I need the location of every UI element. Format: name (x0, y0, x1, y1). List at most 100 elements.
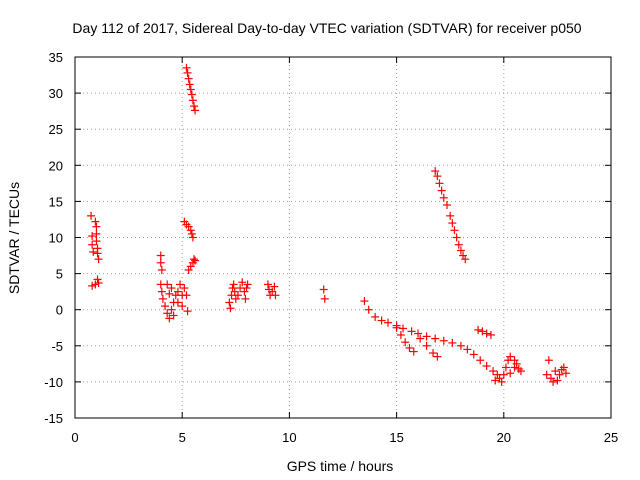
data-point (478, 327, 487, 336)
data-point (319, 285, 328, 294)
data-point (185, 80, 194, 89)
data-point (407, 327, 416, 336)
x-axis-label: GPS time / hours (287, 458, 394, 474)
data-point (401, 338, 410, 347)
data-point (169, 311, 178, 320)
plot-frame (74, 56, 612, 419)
data-point (225, 298, 234, 307)
data-point (553, 376, 562, 385)
data-point (226, 304, 235, 313)
data-point (542, 370, 551, 379)
data-point (163, 280, 172, 289)
data-point (559, 363, 568, 372)
data-point (510, 363, 519, 372)
data-point (469, 350, 478, 359)
data-point (516, 367, 525, 376)
data-point (555, 370, 564, 379)
data-point (189, 255, 198, 264)
data-point (189, 102, 198, 111)
x-tick-label: 0 (71, 430, 78, 445)
data-point (448, 338, 457, 347)
data-point (431, 167, 440, 176)
data-point (92, 222, 101, 231)
grid (75, 57, 611, 418)
data-point (241, 294, 250, 303)
data-point (452, 233, 461, 242)
tick-labels: 0 5 10 15 20 25 -15 -10 -5 0 5 10 15 20 25 30 35 (44, 50, 618, 445)
data-point (270, 282, 279, 291)
data-point (167, 305, 176, 314)
data-point (399, 324, 408, 333)
data-point (165, 289, 174, 298)
data-point (91, 217, 100, 226)
data-point (243, 280, 252, 289)
y-tick-label: -10 (44, 375, 63, 390)
data-point (384, 318, 393, 327)
data-point (161, 302, 170, 311)
data-point (501, 363, 510, 372)
data-point (94, 278, 103, 287)
data-point (435, 179, 444, 188)
data-point (183, 307, 192, 316)
x-tick-label: 5 (179, 430, 186, 445)
x-tick-label: 25 (604, 430, 618, 445)
data-point (93, 249, 102, 258)
data-point (92, 237, 101, 246)
data-point (431, 334, 440, 343)
data-point (157, 265, 166, 274)
chart-title: Day 112 of 2017, Sidereal Day-to-day VTE… (72, 20, 581, 36)
data-point (486, 330, 495, 339)
x-tick-label: 15 (389, 430, 403, 445)
data-point (88, 240, 97, 249)
data-point (422, 332, 431, 341)
y-tick-label: 35 (49, 50, 63, 65)
data-point (405, 343, 414, 352)
data-point (158, 294, 167, 303)
y-tick-label: -15 (44, 411, 63, 426)
y-tick-label: 30 (49, 86, 63, 101)
data-point (544, 356, 553, 365)
data-point (439, 193, 448, 202)
x-tick-label: 10 (282, 430, 296, 445)
data-point (165, 314, 174, 323)
data-point (173, 298, 182, 307)
data-point (549, 377, 558, 386)
data-point (506, 352, 515, 361)
y-tick-label: -5 (51, 339, 63, 354)
data-point (238, 278, 247, 287)
y-tick-label: 20 (49, 158, 63, 173)
y-tick-label: 5 (56, 267, 63, 282)
data-point (497, 377, 506, 386)
data-point (456, 246, 465, 255)
data-point (167, 284, 176, 293)
data-point (377, 316, 386, 325)
data-point (229, 280, 238, 289)
data-point (88, 232, 97, 241)
data-point (191, 106, 200, 115)
data-point (422, 341, 431, 350)
data-points (87, 63, 570, 386)
data-point (371, 312, 380, 321)
data-point (156, 258, 165, 267)
data-point (396, 330, 405, 339)
data-point (476, 356, 485, 365)
data-point (360, 297, 369, 306)
y-tick-label: 25 (49, 122, 63, 137)
data-point (433, 352, 442, 361)
data-point (442, 201, 451, 210)
data-point (157, 287, 166, 296)
data-point (482, 329, 491, 338)
data-point (429, 349, 438, 358)
data-point (242, 284, 251, 293)
data-point (163, 309, 172, 318)
data-point (191, 256, 200, 265)
data-point (320, 294, 329, 303)
y-tick-label: 0 (56, 303, 63, 318)
data-point (93, 275, 102, 284)
data-point (364, 305, 373, 314)
data-point (87, 211, 96, 220)
data-point (551, 367, 560, 376)
data-point (437, 186, 446, 195)
